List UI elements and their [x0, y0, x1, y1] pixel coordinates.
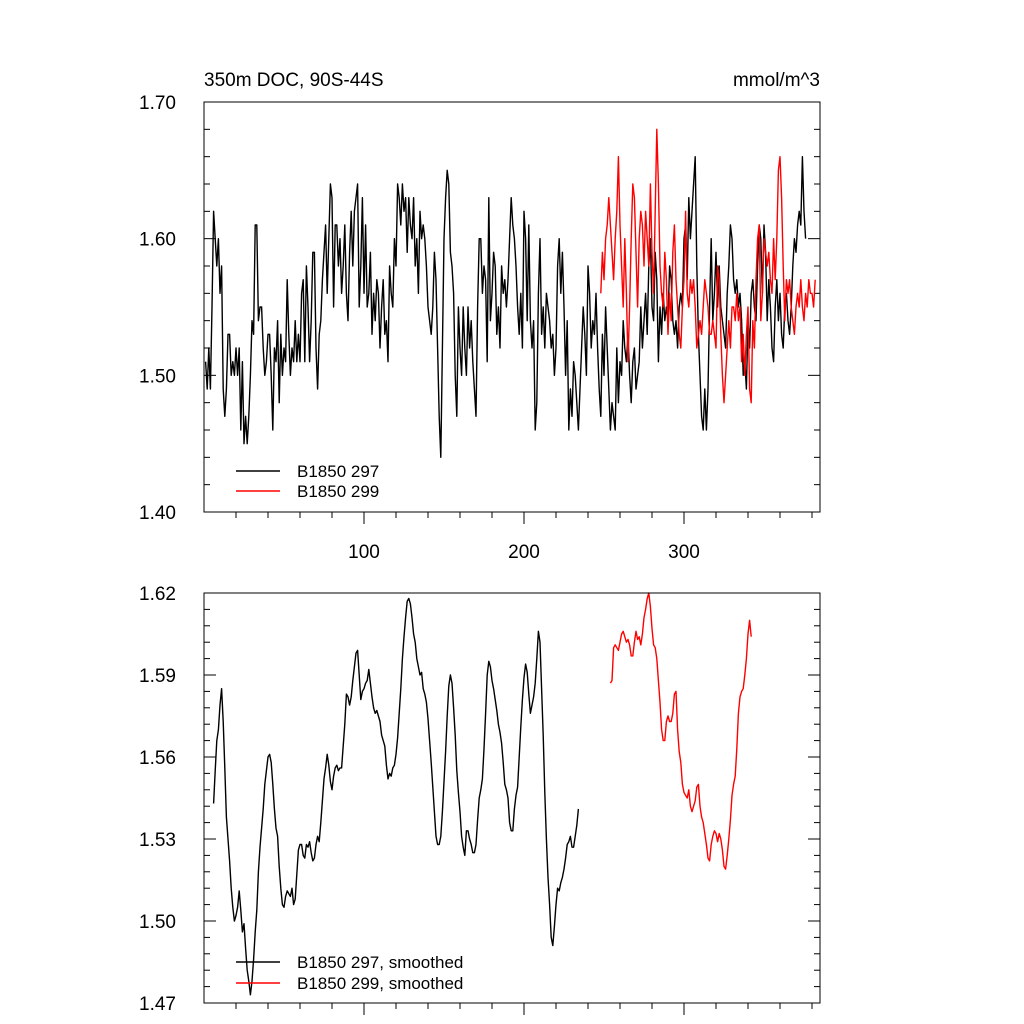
- series-line-b1850-299: [600, 128, 816, 404]
- y-tick-label: 1.60: [139, 230, 176, 251]
- y-tick-label: 1.56: [139, 748, 176, 769]
- x-tick-label: 200: [508, 542, 540, 563]
- bottom-panel-frame: [203, 592, 821, 1004]
- top-panel: 350m DOC, 90S-44S mmol/m^3 1.40 1.50 1.60 1…: [139, 70, 821, 563]
- x-tick-label: 300: [668, 542, 700, 563]
- y-tick-label: 1.62: [139, 584, 176, 605]
- y-tick-label: 1.59: [139, 666, 176, 687]
- legend-label-b1850-297: B1850 297: [297, 462, 379, 481]
- x-tick-label: 100: [348, 542, 380, 563]
- series-line-b1850-297-smoothed: [212, 597, 580, 996]
- top-panel-legend: B1850 297 B1850 299: [236, 462, 379, 501]
- series-line-b1850-299-smoothed: [609, 592, 752, 870]
- y-tick-label: 1.47: [139, 994, 176, 1015]
- y-tick-label: 1.53: [139, 830, 176, 851]
- legend-label-b1850-297-smoothed: B1850 297, smoothed: [297, 953, 463, 972]
- bottom-panel: 1.47 1.50 1.53 1.56 1.59 1.62 B1850 297, smoo…: [139, 584, 821, 1015]
- y-tick-label: 1.70: [139, 93, 176, 114]
- top-panel-title: 350m DOC, 90S-44S: [204, 70, 384, 91]
- legend-label-b1850-299-smoothed: B1850 299, smoothed: [297, 974, 463, 993]
- bottom-panel-legend: B1850 297, smoothed B1850 299, smoothed: [236, 953, 463, 993]
- y-tick-label: 1.50: [139, 366, 176, 387]
- legend-label-b1850-299: B1850 299: [297, 482, 379, 501]
- y-tick-label: 1.40: [139, 503, 176, 524]
- top-panel-units: mmol/m^3: [733, 70, 820, 91]
- series-line-b1850-297: [204, 155, 807, 458]
- top-panel-frame: [203, 101, 821, 513]
- y-tick-label: 1.50: [139, 912, 176, 933]
